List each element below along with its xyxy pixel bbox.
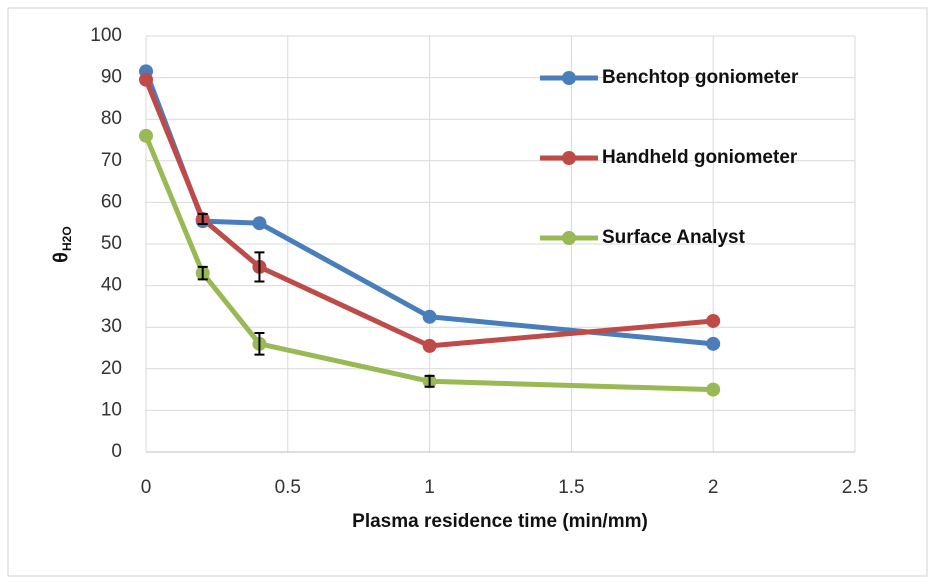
legend-marker <box>562 71 576 85</box>
y-tick-label: 70 <box>101 150 122 171</box>
marker <box>422 338 437 353</box>
error-bar <box>197 213 208 226</box>
y-tick-label: 90 <box>101 67 122 88</box>
marker <box>706 313 721 328</box>
error-bar <box>197 265 208 281</box>
y-tick-label: 40 <box>101 275 122 296</box>
x-tick-label: 0 <box>141 477 152 498</box>
marker <box>252 216 267 231</box>
y-tick-label: 100 <box>90 25 122 46</box>
x-tick-label: 1.5 <box>558 477 584 498</box>
marker <box>139 72 153 87</box>
y-tick-label: 0 <box>111 441 122 462</box>
x-tick-label: 1 <box>424 477 435 498</box>
marker <box>139 128 153 143</box>
legend-marker <box>562 151 576 165</box>
marker <box>706 382 721 397</box>
y-tick-label: 20 <box>101 358 122 379</box>
chart-border <box>7 7 928 577</box>
marker <box>422 309 437 324</box>
error-bar <box>254 251 265 283</box>
legend-marker <box>562 231 576 245</box>
y-axis-label-group: θ H2O <box>50 226 74 263</box>
legend-label: Handheld goniometer <box>602 147 798 168</box>
x-axis-label: Plasma residence time (min/mm) <box>352 511 648 532</box>
y-axis-label-subscript: H2O <box>60 226 74 251</box>
error-bar <box>424 374 435 388</box>
y-tick-label: 60 <box>101 191 122 212</box>
legend-label: Benchtop goniometer <box>602 67 799 88</box>
x-tick-label: 2.5 <box>842 477 868 498</box>
marker <box>706 336 721 351</box>
error-bar <box>254 332 265 356</box>
y-tick-label: 80 <box>101 108 122 129</box>
y-tick-label: 10 <box>101 399 122 420</box>
y-tick-label: 50 <box>101 233 122 254</box>
y-axis-label: θ <box>50 252 72 263</box>
y-tick-label: 30 <box>101 316 122 337</box>
legend-label: Surface Analyst <box>602 227 746 248</box>
x-tick-label: 0.5 <box>275 477 301 498</box>
x-tick-label: 2 <box>708 477 719 498</box>
